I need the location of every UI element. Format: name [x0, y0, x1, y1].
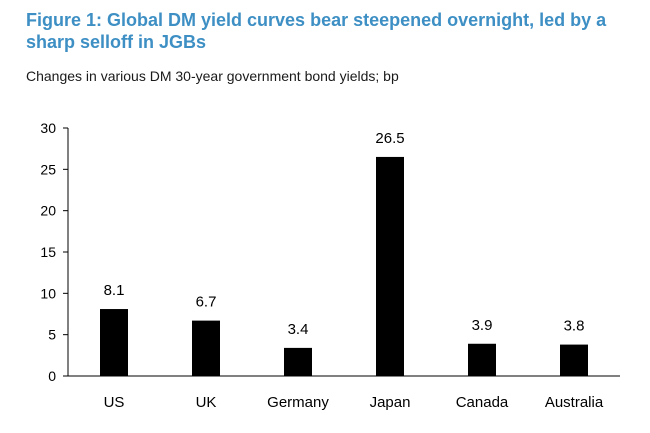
chart-title: Figure 1: Global DM yield curves bear st…	[26, 10, 607, 52]
y-tick-label: 5	[48, 327, 56, 343]
data-label-canada: 3.9	[472, 317, 493, 334]
x-tick-label-canada: Canada	[456, 394, 509, 411]
data-label-japan: 26.5	[375, 130, 404, 147]
bar-uk	[192, 320, 220, 376]
x-tick-label-germany: Germany	[267, 394, 329, 411]
y-tick-label: 10	[40, 285, 56, 301]
y-tick-label: 20	[40, 203, 56, 219]
y-tick-label: 30	[40, 120, 56, 136]
data-label-us: 8.1	[104, 282, 125, 299]
x-tick-label-us: US	[104, 394, 125, 411]
x-tick-label-australia: Australia	[545, 394, 604, 411]
bar-germany	[284, 347, 312, 376]
bar-japan	[376, 156, 404, 376]
bar-us	[100, 309, 128, 376]
data-label-australia: 3.8	[564, 318, 585, 335]
data-label-germany: 3.4	[288, 321, 309, 338]
y-tick-label: 15	[40, 244, 56, 260]
bar-canada	[468, 343, 496, 376]
bar-australia	[560, 344, 588, 376]
y-tick-label: 0	[48, 368, 56, 384]
y-tick-label: 25	[40, 161, 56, 177]
x-tick-label-japan: Japan	[370, 394, 411, 411]
data-label-uk: 6.7	[196, 294, 217, 311]
chart-subtitle: Changes in various DM 30-year government…	[26, 68, 399, 84]
x-tick-label-uk: UK	[196, 394, 217, 411]
